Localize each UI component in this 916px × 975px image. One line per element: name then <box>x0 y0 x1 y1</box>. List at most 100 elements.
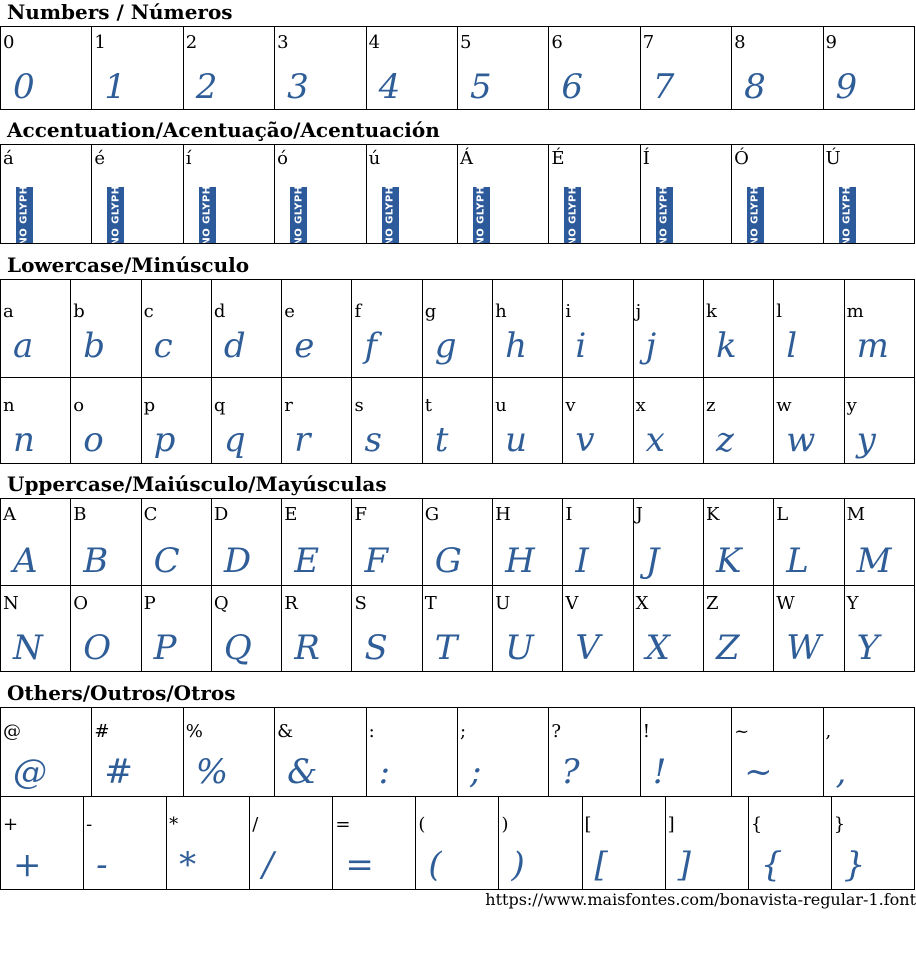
glyph-sample: b <box>83 326 106 366</box>
glyph-sample: - <box>96 845 108 885</box>
no-glyph-text: NO GLYPH <box>658 184 670 244</box>
glyph-cell: * * <box>166 796 251 890</box>
glyph-label: W <box>776 593 795 614</box>
glyph-sample: d <box>223 326 246 366</box>
glyph-label: 8 <box>734 32 746 53</box>
grid-row: @ @ # #%% & &::;;??!! ~ ~,, <box>0 707 916 797</box>
glyph-label: , <box>825 721 832 742</box>
glyph-label: - <box>86 814 93 835</box>
glyph-label: z <box>705 395 716 416</box>
no-glyph-text: NO GLYPH <box>201 184 213 244</box>
glyph-label: @ <box>3 721 21 742</box>
glyph-cell: %% <box>182 707 276 797</box>
glyph-sample: 7 <box>652 67 675 107</box>
glyph-label: % <box>185 721 203 742</box>
glyph-label: É <box>551 148 565 169</box>
glyph-label: Z <box>705 593 719 614</box>
glyph-label: w <box>776 395 792 416</box>
glyph-cell: ?? <box>548 707 641 797</box>
glyph-label: M <box>846 504 865 525</box>
accentuation-grid: á NO GLYPH é NO GLYPH í NO GLYPH ó NO GLYPH ú NO … <box>0 144 916 244</box>
glyph-label: K <box>705 504 720 525</box>
others-grid-row2: + + - - * * / / = =(())[[]]{{}} <box>0 796 916 890</box>
glyph-label: S <box>354 593 367 614</box>
glyph-sample: : <box>378 752 391 792</box>
glyph-cell: @ @ <box>0 707 93 797</box>
glyph-sample: , <box>835 752 847 792</box>
no-glyph-text: NO GLYPH <box>110 184 122 244</box>
glyph-label: p <box>143 395 156 416</box>
glyph-cell: !! <box>639 707 733 797</box>
glyph-sample: i <box>575 326 587 366</box>
glyph-label: q <box>213 395 226 416</box>
no-glyph-text: NO GLYPH <box>567 184 579 244</box>
glyph-label: G <box>424 504 440 525</box>
glyph-sample: g <box>434 326 457 366</box>
glyph-sample: & <box>287 752 318 792</box>
glyph-label: u <box>495 395 507 416</box>
glyph-cell: + + <box>0 796 85 890</box>
glyph-label: ú <box>368 148 381 169</box>
glyph-label: t <box>424 395 433 416</box>
glyph-label: d <box>213 301 226 322</box>
glyph-label: Á <box>459 148 473 169</box>
glyph-sample: E <box>294 541 320 581</box>
glyph-sample: B <box>83 541 109 581</box>
glyph-label: Y <box>846 593 859 614</box>
glyph-label: o <box>73 395 85 416</box>
glyph-label: V <box>565 593 579 614</box>
glyph-sample: P <box>153 628 177 668</box>
glyph-sample: R <box>294 628 320 668</box>
glyph-label: { <box>750 814 763 835</box>
glyph-label: 0 <box>3 32 15 53</box>
no-glyph-icon: NO GLYPH <box>472 185 490 243</box>
glyph-label: ~ <box>734 721 750 742</box>
glyph-cell: ;; <box>456 707 550 797</box>
glyph-label: / <box>252 814 259 835</box>
glyph-sample: 8 <box>744 67 766 107</box>
glyph-sample: 0 <box>13 67 35 107</box>
glyph-sample: p <box>153 420 176 460</box>
glyph-label: r <box>284 395 293 416</box>
glyph-label: 7 <box>642 32 655 53</box>
no-glyph-icon: NO GLYPH <box>564 184 582 244</box>
glyph-cell: = = <box>332 796 417 890</box>
glyph-sample: z <box>715 420 734 460</box>
glyph-cell: í NO GLYPH <box>182 144 276 244</box>
glyph-sample: + <box>13 845 42 885</box>
no-glyph-text: NO GLYPH <box>19 184 31 244</box>
glyph-label: : <box>368 721 375 742</box>
glyph-sample: Q <box>223 628 252 668</box>
glyph-sample: F <box>364 541 389 581</box>
glyph-label: R <box>284 593 298 614</box>
glyph-sample: o <box>83 420 104 460</box>
glyph-label: í <box>185 148 192 169</box>
glyph-label: I <box>565 504 573 525</box>
glyph-label: v <box>565 395 576 416</box>
glyph-label: ] <box>667 814 675 835</box>
glyph-label: 2 <box>185 32 198 53</box>
source-url[interactable]: https://www.maisfontes.com/bonavista-reg… <box>485 890 916 909</box>
